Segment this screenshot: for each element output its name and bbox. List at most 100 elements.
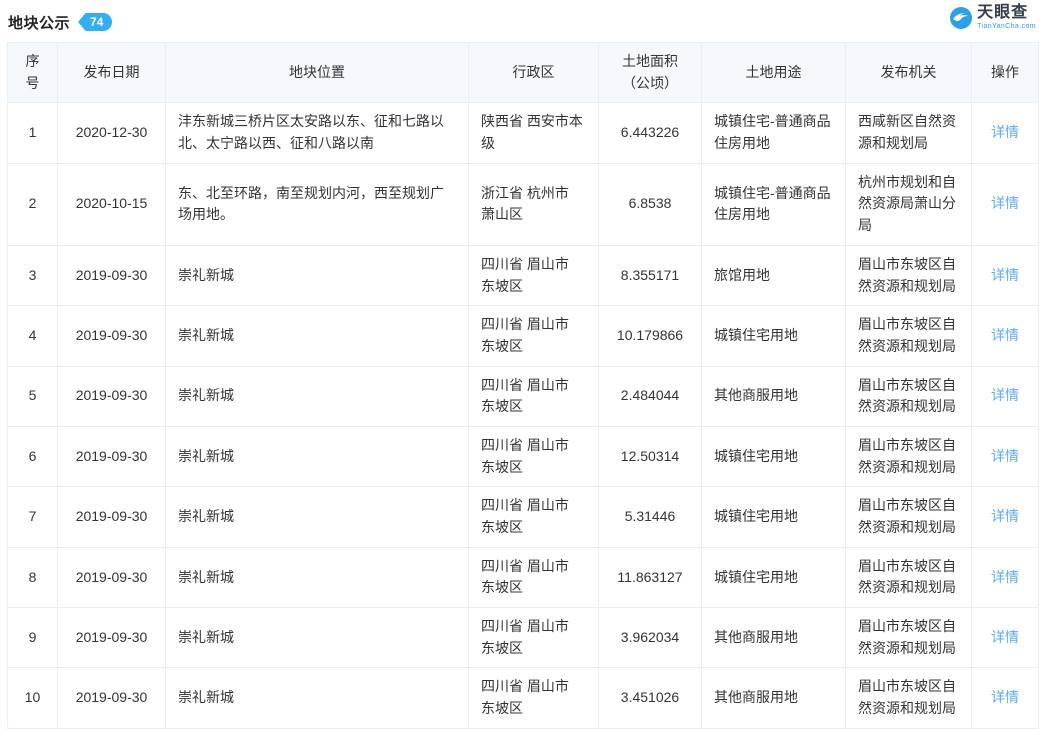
page-title: 地块公示 — [8, 14, 71, 32]
cell-location: 崇礼新城 — [165, 607, 469, 669]
land-parcel-table: 序号 发布日期 地块位置 行政区 土地面积（公顷） 土地用途 发布机关 操作 1… — [7, 41, 1039, 729]
cell-authority: 眉山市东坡区自然资源和规划局 — [845, 486, 972, 548]
cell-no: 8 — [7, 546, 58, 609]
tianyancha-logo-icon — [950, 6, 973, 29]
column-header-date: 发布日期 — [57, 41, 166, 104]
cell-date: 2019-09-30 — [57, 667, 166, 729]
cell-no: 7 — [7, 486, 58, 548]
cell-region: 陕西省 西安市本级 — [468, 102, 599, 164]
table-row: 9 2019-09-30 崇礼新城 四川省 眉山市 东坡区 3.962034 其… — [7, 607, 1039, 669]
cell-authority: 眉山市东坡区自然资源和规划局 — [845, 305, 972, 367]
detail-link[interactable]: 详情 — [991, 689, 1019, 706]
cell-authority: 眉山市东坡区自然资源和规划局 — [845, 425, 972, 488]
cell-region: 四川省 眉山市 东坡区 — [468, 244, 599, 307]
column-header-usage: 土地用途 — [701, 41, 846, 104]
cell-date: 2020-10-15 — [57, 162, 166, 246]
detail-link[interactable]: 详情 — [991, 327, 1019, 344]
cell-no: 3 — [7, 244, 58, 307]
cell-region: 四川省 眉山市 东坡区 — [468, 667, 599, 729]
tianyancha-logo[interactable]: 天眼查 TianYanCha.com — [949, 5, 1036, 30]
cell-region: 四川省 眉山市 东坡区 — [468, 607, 599, 669]
table-row: 8 2019-09-30 崇礼新城 四川省 眉山市 东坡区 11.863127 … — [7, 546, 1039, 609]
detail-link[interactable]: 详情 — [991, 195, 1019, 212]
column-header-action: 操作 — [971, 41, 1039, 104]
cell-area: 5.31446 — [598, 486, 702, 548]
cell-authority: 眉山市东坡区自然资源和规划局 — [845, 546, 972, 609]
cell-region: 四川省 眉山市 东坡区 — [468, 425, 599, 488]
cell-location: 崇礼新城 — [165, 365, 469, 427]
cell-no: 10 — [7, 667, 58, 729]
cell-region: 四川省 眉山市 东坡区 — [468, 486, 599, 548]
cell-authority: 眉山市东坡区自然资源和规划局 — [845, 667, 972, 729]
cell-usage: 其他商服用地 — [701, 607, 846, 669]
cell-usage: 城镇住宅用地 — [701, 425, 846, 488]
cell-no: 4 — [7, 305, 58, 367]
cell-date: 2019-09-30 — [57, 244, 166, 307]
page-header: 地块公示 74 — [0, 0, 1044, 42]
cell-usage: 城镇住宅用地 — [701, 546, 846, 609]
cell-location: 崇礼新城 — [165, 667, 469, 729]
table-row: 2 2020-10-15 东、北至环路，南至规划内河，西至规划广场用地。 浙江省… — [7, 162, 1039, 246]
cell-area: 3.451026 — [598, 667, 702, 729]
cell-date: 2019-09-30 — [57, 365, 166, 427]
table-row: 5 2019-09-30 崇礼新城 四川省 眉山市 东坡区 2.484044 其… — [7, 365, 1039, 427]
cell-usage: 城镇住宅用地 — [701, 305, 846, 367]
detail-link[interactable]: 详情 — [991, 387, 1019, 404]
cell-authority: 眉山市东坡区自然资源和规划局 — [845, 244, 972, 307]
detail-link[interactable]: 详情 — [991, 508, 1019, 525]
cell-usage: 其他商服用地 — [701, 365, 846, 427]
cell-area: 10.179866 — [598, 305, 702, 367]
detail-link[interactable]: 详情 — [991, 628, 1019, 645]
count-badge: 74 — [78, 13, 113, 31]
cell-location: 崇礼新城 — [165, 244, 469, 307]
detail-link[interactable]: 详情 — [991, 266, 1019, 283]
table-header-row: 序号 发布日期 地块位置 行政区 土地面积（公顷） 土地用途 发布机关 操作 — [7, 41, 1039, 104]
cell-no: 1 — [7, 102, 58, 164]
cell-region: 四川省 眉山市 东坡区 — [468, 305, 599, 367]
cell-date: 2019-09-30 — [57, 607, 166, 669]
cell-area: 2.484044 — [598, 365, 702, 427]
cell-location: 东、北至环路，南至规划内河，西至规划广场用地。 — [165, 162, 469, 246]
cell-authority: 杭州市规划和自然资源局萧山分局 — [845, 162, 972, 246]
cell-usage: 城镇住宅用地 — [701, 486, 846, 548]
cell-authority: 眉山市东坡区自然资源和规划局 — [845, 365, 972, 427]
column-header-no: 序号 — [7, 41, 58, 104]
column-header-authority: 发布机关 — [845, 41, 972, 104]
cell-authority: 西咸新区自然资源和规划局 — [845, 102, 972, 164]
cell-location: 崇礼新城 — [165, 546, 469, 609]
cell-date: 2019-09-30 — [57, 486, 166, 548]
column-header-region: 行政区 — [468, 41, 599, 104]
cell-authority: 眉山市东坡区自然资源和规划局 — [845, 607, 972, 669]
detail-link[interactable]: 详情 — [991, 447, 1019, 464]
cell-usage: 旅馆用地 — [701, 244, 846, 307]
cell-location: 崇礼新城 — [165, 305, 469, 367]
cell-usage: 城镇住宅-普通商品住房用地 — [701, 162, 846, 246]
cell-area: 6.443226 — [598, 102, 702, 164]
table-row: 4 2019-09-30 崇礼新城 四川省 眉山市 东坡区 10.179866 … — [7, 305, 1039, 367]
column-header-location: 地块位置 — [165, 41, 469, 104]
table-row: 1 2020-12-30 沣东新城三桥片区太安路以东、征和七路以北、太宁路以西、… — [7, 102, 1039, 164]
table-row: 10 2019-09-30 崇礼新城 四川省 眉山市 东坡区 3.451026 … — [7, 667, 1039, 729]
cell-date: 2020-12-30 — [57, 102, 166, 164]
cell-region: 浙江省 杭州市 萧山区 — [468, 162, 599, 246]
logo-subtext: TianYanCha.com — [977, 23, 1036, 30]
land-parcel-table-wrap: 序号 发布日期 地块位置 行政区 土地面积（公顷） 土地用途 发布机关 操作 1… — [7, 41, 1039, 729]
cell-area: 6.8538 — [598, 162, 702, 246]
cell-location: 崇礼新城 — [165, 486, 469, 548]
table-row: 6 2019-09-30 崇礼新城 四川省 眉山市 东坡区 12.50314 城… — [7, 425, 1039, 488]
cell-region: 四川省 眉山市 东坡区 — [468, 365, 599, 427]
cell-no: 9 — [7, 607, 58, 669]
detail-link[interactable]: 详情 — [991, 124, 1019, 141]
cell-date: 2019-09-30 — [57, 305, 166, 367]
cell-date: 2019-09-30 — [57, 425, 166, 488]
table-row: 3 2019-09-30 崇礼新城 四川省 眉山市 东坡区 8.355171 旅… — [7, 244, 1039, 307]
logo-text: 天眼查 — [977, 4, 1029, 21]
cell-area: 3.962034 — [598, 607, 702, 669]
table-row: 7 2019-09-30 崇礼新城 四川省 眉山市 东坡区 5.31446 城镇… — [7, 486, 1039, 548]
cell-area: 11.863127 — [598, 546, 702, 609]
detail-link[interactable]: 详情 — [991, 568, 1019, 585]
cell-usage: 城镇住宅-普通商品住房用地 — [701, 102, 846, 164]
cell-area: 8.355171 — [598, 244, 702, 307]
cell-location: 崇礼新城 — [165, 425, 469, 488]
cell-no: 6 — [7, 425, 58, 488]
